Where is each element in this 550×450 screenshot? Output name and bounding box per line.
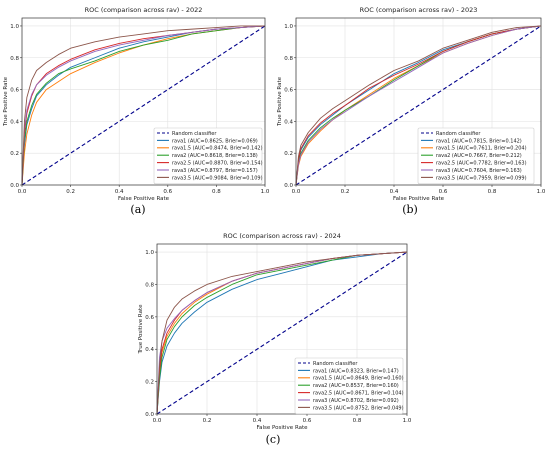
x-tick-label: 0.2 [341,189,350,195]
roc-chart-2024-svg: ROC (comparison across rav) - 2024 0.0 0.2… [138,232,412,431]
series-line-rava2 [156,251,408,415]
series-line-random [156,251,408,415]
legend-label: rava2.5 (AUC=0.8671, Brier=0.104) [313,391,404,397]
legend-label: rava1.5 (AUC=0.7611, Brier=0.204) [436,146,527,152]
series-line-rava2-5 [295,25,542,186]
y-tick-label: 0.6 [10,88,19,94]
legend-label: rava3 (AUC=0.8702, Brier=0.092) [313,398,399,404]
series-line-random [21,25,266,186]
x-tick-label: 1.0 [403,418,412,424]
x-tick-label: 0.2 [66,189,75,195]
x-tick-label: 0.4 [253,418,262,424]
legend-label: rava2 (AUC=0.8537, Brier=0.160) [313,383,399,389]
series-line-rava3 [21,25,266,186]
roc-chart-2023: ROC (comparison across rav) - 2023 0.0 0.2… [276,0,550,218]
x-axis-label: False Positive Rate [393,196,445,200]
legend-label: rava3.5 (AUC=0.7959, Brier=0.099) [436,175,527,181]
roc-chart-2024: ROC (comparison across rav) - 2024 0.0 0.2… [137,228,413,450]
legend-label: Random classifier [313,361,358,367]
x-tick-label: 0.8 [488,189,497,195]
x-tick-label: 0.8 [353,418,362,424]
caption-b: (b) [402,203,418,216]
chart-title: ROC (comparison across rav) - 2024 [223,232,341,240]
x-tick-label: 0.4 [390,189,399,195]
legend-label: Random classifier [436,131,481,137]
legend-label: rava1.5 (AUC=0.8649, Brier=0.160) [313,376,404,382]
y-tick-label: 1.0 [145,250,154,256]
x-tick-label: 1.0 [537,189,546,195]
legend-label: rava1 (AUC=0.8625, Brier=0.069) [172,138,258,144]
legend-label: Random classifier [172,131,217,137]
series-line-rava3-5 [21,25,265,186]
x-tick-label: 0.2 [203,418,212,424]
y-axis-label: True Positive Rate [138,304,144,355]
x-tick-label: 1.0 [261,189,270,195]
caption-c: (c) [265,433,281,446]
y-tick-label: 0.6 [145,315,154,321]
y-tick-label: 0.2 [284,151,293,157]
y-tick-label: 0.8 [284,56,293,62]
legend-label: rava2.5 (AUC=0.8870, Brier=0.154) [172,161,263,167]
x-tick-label: 0.4 [115,189,124,195]
legend-label: rava1.5 (AUC=0.8474, Brier=0.142) [172,146,263,152]
x-axis-label: False Positive Rate [118,196,170,200]
x-axis-label: False Positive Rate [256,425,308,431]
chart-title: ROC (comparison across rav) - 2023 [360,6,478,14]
y-tick-label: 0.0 [10,183,19,189]
legend-box [294,357,404,415]
y-tick-label: 0.8 [145,282,154,288]
legend-box [417,127,535,185]
y-tick-label: 0.0 [145,412,154,418]
y-tick-label: 0.2 [145,380,154,386]
legend-label: rava3.5 (AUC=0.8752, Brier=0.049) [313,405,404,411]
y-tick-label: 1.0 [10,24,19,30]
plot-frame [295,17,542,186]
y-tick-label: 0.4 [284,119,293,125]
series-line-rava3-5 [156,251,408,415]
y-tick-label: 0.0 [284,183,293,189]
plot-frame [156,243,408,415]
legend-label: rava3 (AUC=0.8797, Brier=0.157) [172,168,258,174]
x-tick-label: 0.8 [212,189,221,195]
legend-label: rava1 (AUC=0.7815, Brier=0.142) [436,138,522,144]
roc-chart-2023-svg: ROC (comparison across rav) - 2023 0.0 0.2… [277,6,546,200]
y-axis-label: True Positive Rate [277,76,283,127]
caption-a: (a) [130,203,146,216]
legend-label: rava2 (AUC=0.7667, Brier=0.212) [436,153,522,159]
y-tick-label: 0.8 [10,56,19,62]
y-tick-label: 0.6 [284,88,293,94]
x-tick-label: 0.6 [303,418,312,424]
series-line-random [295,25,542,186]
series-line-rava3-5 [295,25,542,186]
legend-label: rava1 (AUC=0.8323, Brier=0.147) [313,368,399,374]
roc-chart-2022-svg: ROC (comparison across rav) - 2022 0.0 0.2… [3,6,270,200]
x-tick-label: 0.0 [18,189,27,195]
roc-chart-2022: ROC (comparison across rav) - 2022 0.0 0.2… [0,0,272,218]
series-line-rava2 [21,25,266,186]
legend-label: rava3 (AUC=0.7604, Brier=0.163) [436,168,522,174]
x-tick-label: 0.6 [439,189,448,195]
x-tick-label: 0.6 [163,189,172,195]
plot-frame [21,17,266,186]
series-line-rava1 [156,251,408,415]
legend-label: rava2 (AUC=0.8618, Brier=0.138) [172,153,258,159]
series-line-rava3 [295,25,542,186]
legend-label: rava2.5 (AUC=0.7782, Brier=0.163) [436,161,527,167]
y-tick-label: 1.0 [284,24,293,30]
x-tick-label: 0.0 [292,189,301,195]
legend-label: rava3.5 (AUC=0.9084, Brier=0.109) [172,175,263,181]
chart-title: ROC (comparison across rav) - 2022 [85,6,203,14]
y-axis-label: True Positive Rate [3,76,9,127]
legend-box [153,127,263,185]
x-tick-label: 0.0 [153,418,162,424]
y-tick-label: 0.4 [10,119,19,125]
y-tick-label: 0.2 [10,151,19,157]
y-tick-label: 0.4 [145,347,154,353]
